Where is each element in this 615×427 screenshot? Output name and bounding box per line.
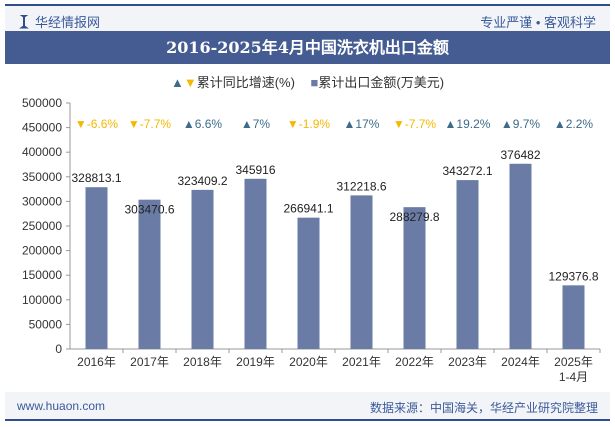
legend-growth: ▲▼累计同比增速(%): [171, 75, 295, 90]
bar-value-label: 328813.1: [71, 171, 121, 185]
website: www.huaon.com: [17, 399, 106, 413]
y-tick-label: 300000: [22, 194, 62, 208]
bar: [509, 163, 532, 349]
growth-label: ▼-6.6%: [75, 117, 119, 131]
legend-growth-label: 累计同比增速(%): [196, 75, 295, 90]
bar: [350, 195, 373, 349]
bar: [403, 207, 426, 349]
x-tick-label: 2024年: [501, 355, 540, 369]
y-tick-label: 500000: [22, 96, 62, 110]
footer: www.huaon.com 数据来源：中国海关，华经产业研究院整理: [5, 392, 610, 419]
x-tick-label: 2020年: [289, 355, 328, 369]
brand-name: 华经情报网: [35, 15, 101, 30]
legend-amount: ■累计出口金额(万美元): [311, 75, 445, 90]
growth-label: ▲6.6%: [183, 117, 223, 131]
bar: [191, 189, 214, 349]
bar: [244, 178, 267, 349]
bar-value-label: 345916: [235, 163, 275, 177]
bar-value-label: 323409.2: [177, 174, 227, 188]
y-tick-label: 100000: [22, 293, 62, 307]
growth-label: ▲2.2%: [554, 117, 594, 131]
y-tick-label: 450000: [22, 121, 62, 135]
bar-value-label: 129376.8: [548, 269, 598, 283]
x-tick-label: 1-4月: [559, 370, 588, 384]
y-tick-label: 50000: [29, 317, 63, 331]
y-tick-label: 0: [55, 342, 62, 356]
data-source: 数据来源：中国海关，华经产业研究院整理: [369, 401, 598, 415]
bar: [85, 187, 108, 349]
bar-value-label: 376482: [500, 148, 540, 162]
growth-label: ▼-7.7%: [128, 117, 172, 131]
bar: [562, 285, 585, 349]
header: 华经情报网 专业严谨 • 客观科学: [5, 6, 610, 31]
growth-label: ▲9.7%: [501, 117, 541, 131]
growth-label: ▲7%: [241, 117, 271, 131]
x-tick-label: 2021年: [342, 355, 381, 369]
x-tick-label: 2023年: [448, 355, 487, 369]
triangle-up-icon: ▲: [170, 75, 184, 90]
growth-label: ▼-7.7%: [393, 117, 437, 131]
logo-icon: [19, 14, 29, 29]
x-tick-label: 2022年: [395, 355, 434, 369]
triangle-down-icon: ▼: [183, 75, 197, 90]
bar: [138, 199, 161, 349]
growth-label: ▲17%: [344, 117, 380, 131]
y-tick-label: 150000: [22, 268, 62, 282]
x-tick-label: 2017年: [130, 355, 169, 369]
y-tick-label: 350000: [22, 170, 62, 184]
x-tick-label: 2016年: [77, 355, 116, 369]
legend: ▲▼累计同比增速(%) ■累计出口金额(万美元): [0, 72, 615, 91]
y-tick-label: 250000: [22, 219, 62, 233]
bar-value-label: 266941.1: [283, 202, 333, 216]
x-tick-label: 2025年: [554, 355, 593, 369]
square-icon: ■: [310, 75, 319, 90]
bar-value-label: 343272.1: [442, 164, 492, 178]
y-tick-label: 400000: [22, 145, 62, 159]
top-border: [5, 4, 610, 6]
y-tick-label: 200000: [22, 244, 62, 258]
bar: [297, 217, 320, 349]
bar: [456, 180, 479, 349]
legend-amount-label: 累计出口金额(万美元): [318, 75, 445, 90]
chart-title: 2016-2025年4月中国洗衣机出口金额: [5, 31, 610, 64]
bar-value-label: 312218.6: [336, 179, 386, 193]
bar-value-label: 288279.8: [389, 210, 439, 224]
x-tick-label: 2018年: [183, 355, 222, 369]
x-tick-label: 2019年: [236, 355, 275, 369]
growth-label: ▲19.2%: [445, 117, 491, 131]
brand-logo: 华经情报网: [19, 12, 100, 31]
bar-value-label: 303470.6: [124, 203, 174, 217]
slogan: 专业严谨 • 客观科学: [480, 15, 596, 30]
bottom-border: [5, 419, 610, 421]
growth-label: ▼-1.9%: [287, 117, 331, 131]
